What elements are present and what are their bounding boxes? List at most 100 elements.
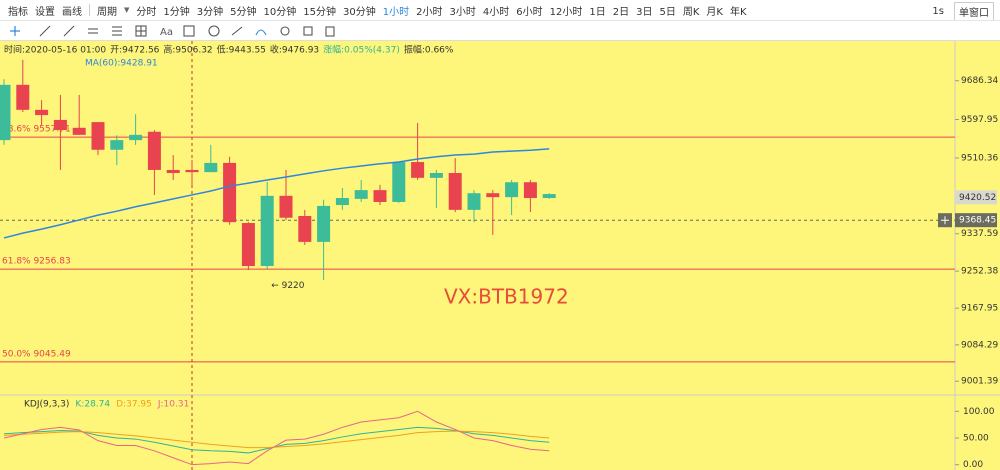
crosshair-price-box bbox=[955, 213, 997, 228]
candle-body bbox=[317, 205, 331, 242]
candle-body bbox=[411, 162, 425, 178]
candle-body bbox=[204, 162, 218, 173]
low-annotation: ← 9220 bbox=[271, 281, 305, 291]
y-tick-label: 9597.95 bbox=[961, 115, 998, 125]
candle-body bbox=[16, 84, 30, 110]
info-text: 振幅:0.66% bbox=[404, 44, 454, 56]
y-tick-label: 9167.95 bbox=[961, 304, 998, 314]
period-button[interactable]: 2小时 bbox=[416, 6, 443, 18]
candle-body bbox=[467, 193, 481, 210]
legend-item: D:37.95 bbox=[116, 400, 152, 410]
period-button[interactable]: 5分钟 bbox=[230, 6, 257, 18]
period-button[interactable]: 30分钟 bbox=[342, 6, 376, 18]
period-menu[interactable]: 周期 bbox=[97, 6, 117, 18]
watermark: VX:BTB1972 bbox=[444, 285, 569, 309]
period-button[interactable]: 1日 bbox=[589, 6, 606, 18]
toolbar-right: 1s 单窗口 bbox=[932, 2, 994, 21]
crosshair-price-label: 9368.45 bbox=[959, 216, 996, 226]
tool-button[interactable]: 画线 bbox=[62, 6, 82, 18]
info-text: 收:9476.93 bbox=[270, 44, 319, 56]
ma-line bbox=[3, 148, 550, 239]
candle-body bbox=[279, 195, 293, 218]
candle-body bbox=[486, 193, 500, 198]
period-button[interactable]: 4小时 bbox=[482, 6, 510, 18]
info-text: 涨幅:0.05%(4.37) bbox=[323, 44, 400, 56]
period-button[interactable]: 5日 bbox=[659, 6, 676, 18]
candle-body bbox=[166, 169, 180, 174]
period-button[interactable]: 月K bbox=[706, 6, 723, 18]
y-tick-label: 9337.59 bbox=[961, 229, 998, 239]
y-tick-label: 9252.38 bbox=[961, 267, 998, 277]
legend-item: MA(60):9428.91 bbox=[85, 59, 158, 69]
candle-body bbox=[53, 119, 67, 131]
toolbar: 指标 设置 画线 周期 ▼ 分时 1分钟 3分钟 5分钟 10分钟 15分钟 30分钟 1小时 2小时 3小… bbox=[0, 0, 1000, 21]
candle-body bbox=[147, 131, 161, 170]
legend-item: J:10.31 bbox=[157, 400, 189, 410]
y-tick-label: 0.00 bbox=[963, 460, 983, 470]
period-button[interactable]: 12小时 bbox=[549, 6, 583, 18]
y-tick-label: 9084.29 bbox=[961, 340, 998, 350]
period-button[interactable]: 1小时 bbox=[382, 6, 410, 18]
candle-body bbox=[129, 134, 143, 141]
tool-button[interactable]: 指标 bbox=[8, 6, 28, 18]
info-text: 高:9506.32 bbox=[163, 44, 212, 56]
info-text: 开:9472.56 bbox=[110, 45, 160, 56]
kdj-line bbox=[3, 410, 550, 466]
candle-body bbox=[429, 173, 443, 178]
chart: 时间:2020-05-16 01:00 开:9472.56 高:9506.32 低:9… bbox=[0, 41, 1000, 470]
period-button[interactable]: 15分钟 bbox=[303, 6, 336, 18]
candle-body bbox=[523, 182, 537, 199]
period-button[interactable]: 分时 bbox=[136, 6, 157, 18]
candle-body bbox=[260, 195, 274, 267]
period-button[interactable]: 10分钟 bbox=[263, 6, 297, 18]
period-button[interactable]: 2日 bbox=[612, 6, 630, 18]
svg-text:Aa: Aa bbox=[160, 27, 173, 38]
window-button[interactable]: 单窗口 bbox=[954, 2, 994, 21]
candle-body bbox=[35, 109, 49, 116]
candle-body bbox=[91, 122, 105, 150]
candle-body bbox=[354, 190, 368, 199]
drawing-toolbar: Aa bbox=[0, 20, 1000, 41]
y-tick-label: 100.00 bbox=[963, 407, 995, 417]
period-button[interactable]: 1分钟 bbox=[163, 6, 190, 18]
fib-label: 61.8% 9256.83 bbox=[2, 257, 71, 267]
candle-body bbox=[335, 198, 349, 206]
period-button[interactable]: 周K bbox=[682, 6, 700, 18]
separator bbox=[89, 4, 90, 16]
speed-button[interactable]: 1s bbox=[932, 6, 944, 17]
candle-body bbox=[448, 173, 462, 210]
y-tick-label: 50.00 bbox=[963, 434, 989, 444]
y-tick-label: 9686.34 bbox=[961, 76, 998, 86]
candle-body bbox=[72, 127, 86, 135]
dropdown-arrow: ▼ bbox=[124, 6, 130, 14]
candle-body bbox=[241, 223, 255, 267]
candle-body bbox=[185, 169, 199, 173]
candle-body bbox=[110, 140, 124, 150]
period-button[interactable]: 3日 bbox=[636, 6, 653, 18]
period-button[interactable]: 3小时 bbox=[449, 6, 476, 18]
y-tick-label: 9001.39 bbox=[961, 377, 998, 387]
candle-body bbox=[373, 190, 387, 202]
candle-body bbox=[505, 182, 519, 198]
info-text: 低:9443.55 bbox=[217, 44, 266, 56]
info-text: 时间:2020-05-16 01:00 bbox=[4, 44, 106, 56]
legend-item: K:28.74 bbox=[75, 400, 110, 410]
period-button[interactable]: 3分钟 bbox=[196, 6, 224, 18]
fib-label: 50.0% 9045.49 bbox=[2, 349, 71, 359]
period-button[interactable]: 年K bbox=[729, 6, 747, 18]
y-tick-label: 9510.36 bbox=[961, 153, 998, 163]
drawing-icons: Aa bbox=[10, 25, 335, 38]
last-price-label: 9420.52 bbox=[959, 193, 996, 203]
period-button[interactable]: 6小时 bbox=[516, 6, 543, 18]
candle-body bbox=[223, 162, 237, 223]
candle-body bbox=[298, 216, 312, 242]
tool-button[interactable]: 设置 bbox=[35, 6, 55, 18]
last-price-box bbox=[955, 190, 997, 205]
candle-body bbox=[392, 162, 406, 202]
candle-body bbox=[0, 84, 11, 141]
candle-body bbox=[542, 194, 556, 199]
crosshair-plus-icon bbox=[941, 216, 949, 225]
fib-label: 78.6% 9557.71 bbox=[2, 125, 71, 135]
panel-title: KDJ(9,3,3) bbox=[24, 400, 69, 410]
